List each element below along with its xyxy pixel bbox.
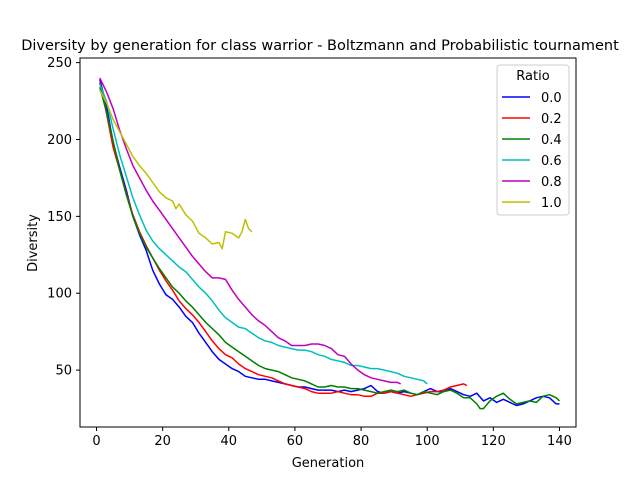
legend-label-1.0: 1.0: [541, 196, 562, 211]
legend-label-0.4: 0.4: [541, 133, 562, 148]
x-tick-label: 20: [154, 434, 171, 449]
y-tick-label: 200: [47, 133, 72, 148]
legend-label-0.0: 0.0: [541, 91, 562, 106]
x-tick-label: 60: [287, 434, 304, 449]
y-tick-label: 100: [47, 287, 72, 302]
plot-frame: [79, 57, 577, 428]
legend-label-0.8: 0.8: [541, 175, 562, 190]
x-axis: 0 20 40 60 80 100 120 140: [92, 427, 572, 449]
series-line-0.6: [99, 83, 428, 385]
chart-title: Diversity by generation for class warrio…: [21, 38, 619, 54]
legend-box: [496, 64, 570, 216]
series-line-0.0: [99, 79, 560, 407]
legend-title: Ratio: [516, 69, 549, 84]
series-line-0.2: [99, 82, 468, 398]
legend-label-0.2: 0.2: [541, 112, 562, 127]
legend-items: 0.0 0.2 0.4 0.6 0.8 1.0: [502, 91, 562, 211]
y-tick-label: 250: [47, 56, 72, 71]
x-tick-label: 100: [415, 434, 440, 449]
x-tick-label: 0: [92, 434, 100, 449]
y-tick-label: 50: [55, 364, 72, 379]
x-tick-label: 120: [481, 434, 506, 449]
plot-lines: [99, 77, 561, 410]
x-tick-label: 140: [547, 434, 572, 449]
series-line-1.0: [99, 89, 253, 250]
x-axis-label: Generation: [292, 456, 365, 471]
y-tick-label: 150: [47, 210, 72, 225]
y-axis: 50 100 150 200 250: [47, 56, 80, 379]
x-tick-label: 80: [353, 434, 370, 449]
series-line-0.4: [99, 87, 561, 410]
y-axis-label: Diversity: [26, 214, 41, 272]
series-line-0.8: [99, 77, 402, 385]
legend: Ratio 0.0 0.2 0.4 0.6 0.8 1.0: [496, 64, 570, 216]
legend-label-0.6: 0.6: [541, 154, 562, 169]
x-tick-label: 40: [221, 434, 238, 449]
